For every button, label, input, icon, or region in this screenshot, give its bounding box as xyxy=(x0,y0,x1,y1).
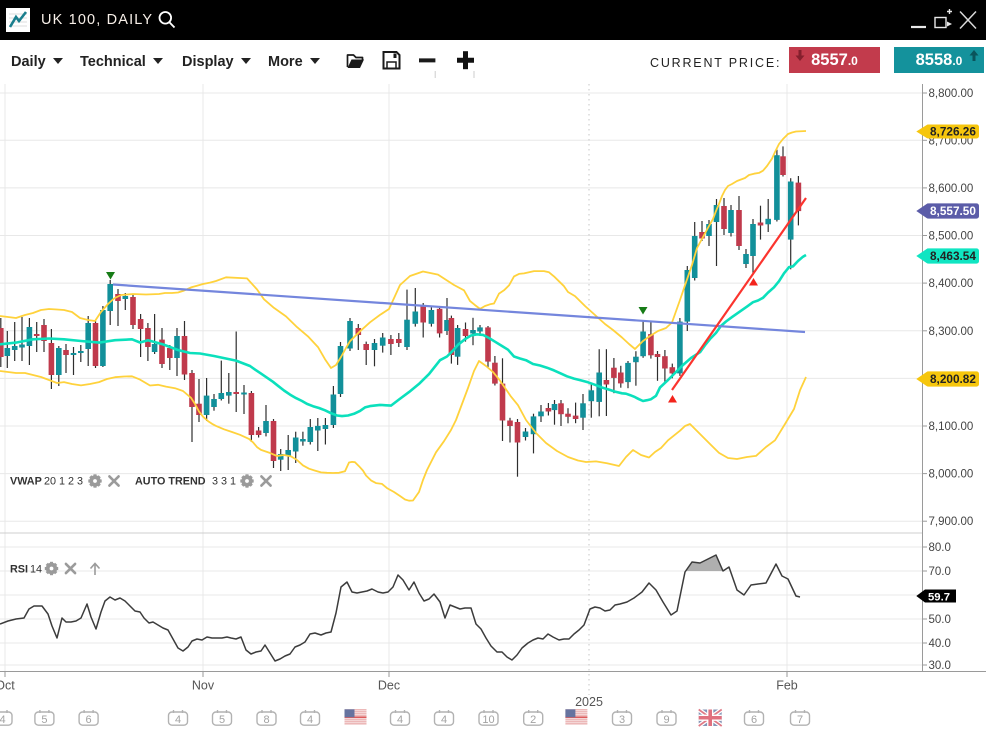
svg-text:30.0: 30.0 xyxy=(929,660,951,672)
svg-text:6: 6 xyxy=(751,714,757,726)
svg-text:8,600.00: 8,600.00 xyxy=(929,183,974,195)
svg-text:8,800.00: 8,800.00 xyxy=(929,88,974,100)
svg-text:8,463.54: 8,463.54 xyxy=(930,249,976,263)
svg-text:8: 8 xyxy=(263,714,269,726)
svg-text:7: 7 xyxy=(797,714,803,726)
svg-text:20 1 2 3: 20 1 2 3 xyxy=(44,476,83,488)
svg-text:14: 14 xyxy=(30,564,42,576)
svg-text:Nov: Nov xyxy=(192,679,215,693)
svg-text:8,400.00: 8,400.00 xyxy=(929,278,974,290)
svg-text:AUTO TREND: AUTO TREND xyxy=(135,476,206,488)
svg-text:5: 5 xyxy=(219,714,225,726)
svg-text:40.0: 40.0 xyxy=(929,638,951,650)
svg-text:8,726.26: 8,726.26 xyxy=(930,125,976,139)
svg-text:59.7: 59.7 xyxy=(928,591,950,603)
svg-text:8,100.00: 8,100.00 xyxy=(929,421,974,433)
svg-text:VWAP: VWAP xyxy=(10,476,42,488)
svg-text:8,557.50: 8,557.50 xyxy=(930,204,976,218)
svg-text:9: 9 xyxy=(663,714,669,726)
svg-text:70.0: 70.0 xyxy=(929,566,951,578)
svg-text:5: 5 xyxy=(41,714,47,726)
svg-text:Feb: Feb xyxy=(776,679,798,693)
svg-text:2025: 2025 xyxy=(575,695,603,709)
svg-text:Dec: Dec xyxy=(378,679,400,693)
svg-text:8,300.00: 8,300.00 xyxy=(929,326,974,338)
svg-text:7,900.00: 7,900.00 xyxy=(929,516,974,528)
svg-text:RSI: RSI xyxy=(10,564,28,576)
svg-text:6: 6 xyxy=(86,714,92,726)
svg-text:10: 10 xyxy=(482,714,494,726)
svg-text:4: 4 xyxy=(175,714,181,726)
svg-text:50.0: 50.0 xyxy=(929,614,951,626)
svg-text:8,200.82: 8,200.82 xyxy=(930,372,976,386)
svg-text:8,500.00: 8,500.00 xyxy=(929,231,974,243)
svg-text:2: 2 xyxy=(530,714,536,726)
svg-text:4: 4 xyxy=(0,714,6,726)
svg-text:Oct: Oct xyxy=(0,679,15,693)
svg-text:80.0: 80.0 xyxy=(929,542,951,554)
svg-text:4: 4 xyxy=(307,714,313,726)
svg-text:4: 4 xyxy=(441,714,447,726)
svg-text:4: 4 xyxy=(397,714,403,726)
svg-text:3: 3 xyxy=(619,714,625,726)
svg-text:3 3 1: 3 3 1 xyxy=(212,476,236,488)
svg-text:8,000.00: 8,000.00 xyxy=(929,469,974,481)
